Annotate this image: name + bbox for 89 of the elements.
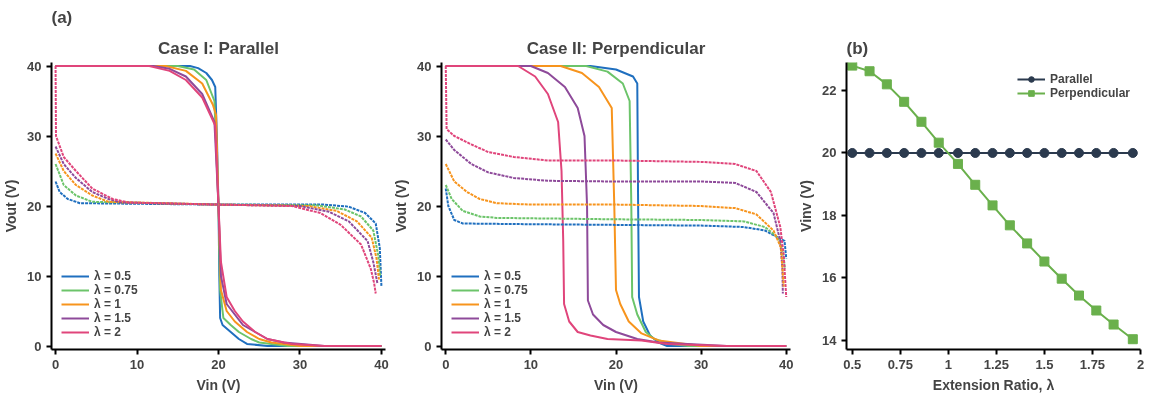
point (916, 147, 927, 158)
point (1004, 220, 1015, 231)
x-tick-label: 40 (779, 356, 794, 372)
x-tick-label: 30 (292, 356, 308, 372)
y-tick-label: 10 (417, 268, 432, 284)
x-tick-label: 0.5 (843, 356, 862, 372)
y-tick-label: 30 (417, 128, 432, 144)
point (1127, 147, 1138, 158)
point (1074, 290, 1085, 301)
y-axis-title: Vinv (V) (798, 180, 815, 232)
point (970, 179, 981, 190)
y-tick-label: 20 (27, 198, 42, 214)
y-tick-label: 30 (27, 128, 42, 144)
point (1074, 147, 1085, 158)
y-axis-title: Vout (V) (3, 179, 20, 233)
x-tick-label: 10 (523, 356, 539, 372)
y-tick-label: 0 (424, 338, 432, 354)
legend-label: λ = 0.75 (484, 283, 528, 297)
y-tick-label: 16 (822, 270, 837, 286)
y-tick-label: 10 (27, 268, 42, 284)
chart-title: Case I: Parallel (158, 38, 279, 58)
x-tick-label: 2 (1136, 356, 1145, 372)
x-axis-title: Extension Ratio, λ (932, 376, 1055, 393)
point (1091, 305, 1102, 316)
y-tick-label: 20 (417, 198, 432, 214)
x-tick-label: 0 (442, 356, 450, 372)
point (987, 200, 998, 211)
legend-label: λ = 2 (94, 325, 122, 339)
line-series (444, 65, 788, 347)
x-tick-label: 20 (211, 356, 226, 372)
y-tick-label: 40 (27, 58, 42, 74)
x-axis-title: Vin (V) (196, 376, 241, 393)
x-tick-label: 0 (51, 356, 60, 372)
point (847, 147, 858, 158)
point (1056, 147, 1067, 158)
point (864, 66, 875, 77)
point (1091, 147, 1102, 158)
x-tick-label: 0.75 (887, 356, 913, 372)
x-axis-title: Vin (V) (593, 376, 639, 393)
x-tick-label: 1.75 (1079, 356, 1106, 372)
y-tick-label: 14 (822, 332, 838, 348)
text: (b) (846, 38, 869, 58)
y-tick-label: 22 (822, 83, 837, 99)
y-axis-title: Vout (V) (393, 179, 410, 233)
point (881, 147, 892, 158)
y-tick-label: 20 (822, 145, 837, 161)
legend-label: Parallel (1049, 72, 1093, 86)
y-tick-label: 18 (822, 207, 837, 223)
legend-label: λ = 1 (94, 297, 122, 311)
legend-label: λ = 0.5 (484, 269, 522, 283)
point (1004, 147, 1015, 158)
x-tick-label: 1.5 (1035, 356, 1054, 372)
legend-label: λ = 1.5 (94, 311, 132, 325)
point (1039, 147, 1050, 158)
point (899, 96, 910, 107)
point (1108, 147, 1119, 158)
point (916, 116, 927, 127)
y-tick-label: 40 (417, 58, 432, 74)
text: (a) (51, 7, 73, 27)
x-tick-label: 10 (129, 356, 145, 372)
point (952, 158, 963, 169)
point (933, 137, 944, 148)
point (1108, 319, 1119, 330)
point (847, 62, 858, 71)
point (881, 79, 892, 90)
point (970, 147, 981, 158)
x-tick-label: 1 (944, 356, 952, 372)
chart-title: Case II: Perpendicular (526, 38, 706, 58)
point (864, 147, 875, 158)
legend-label: λ = 2 (484, 325, 512, 339)
point (899, 147, 910, 158)
point (1022, 238, 1033, 249)
legend-label: λ = 1 (484, 297, 512, 311)
legend-label: λ = 0.5 (94, 269, 132, 283)
point (1127, 334, 1138, 345)
legend-label: λ = 0.75 (94, 283, 138, 297)
x-tick-label: 20 (608, 356, 624, 372)
x-tick-label: 1.25 (983, 356, 1010, 372)
y-tick-label: 0 (34, 338, 42, 354)
point (1039, 256, 1050, 267)
point (1056, 273, 1067, 284)
point (1022, 147, 1033, 158)
legend-label: Perpendicular (1049, 86, 1130, 100)
legend-label: λ = 1.5 (484, 311, 522, 325)
x-tick-label: 40 (374, 356, 389, 372)
point (933, 147, 944, 158)
x-tick-label: 30 (693, 356, 709, 372)
point (952, 147, 963, 158)
point (987, 147, 998, 158)
